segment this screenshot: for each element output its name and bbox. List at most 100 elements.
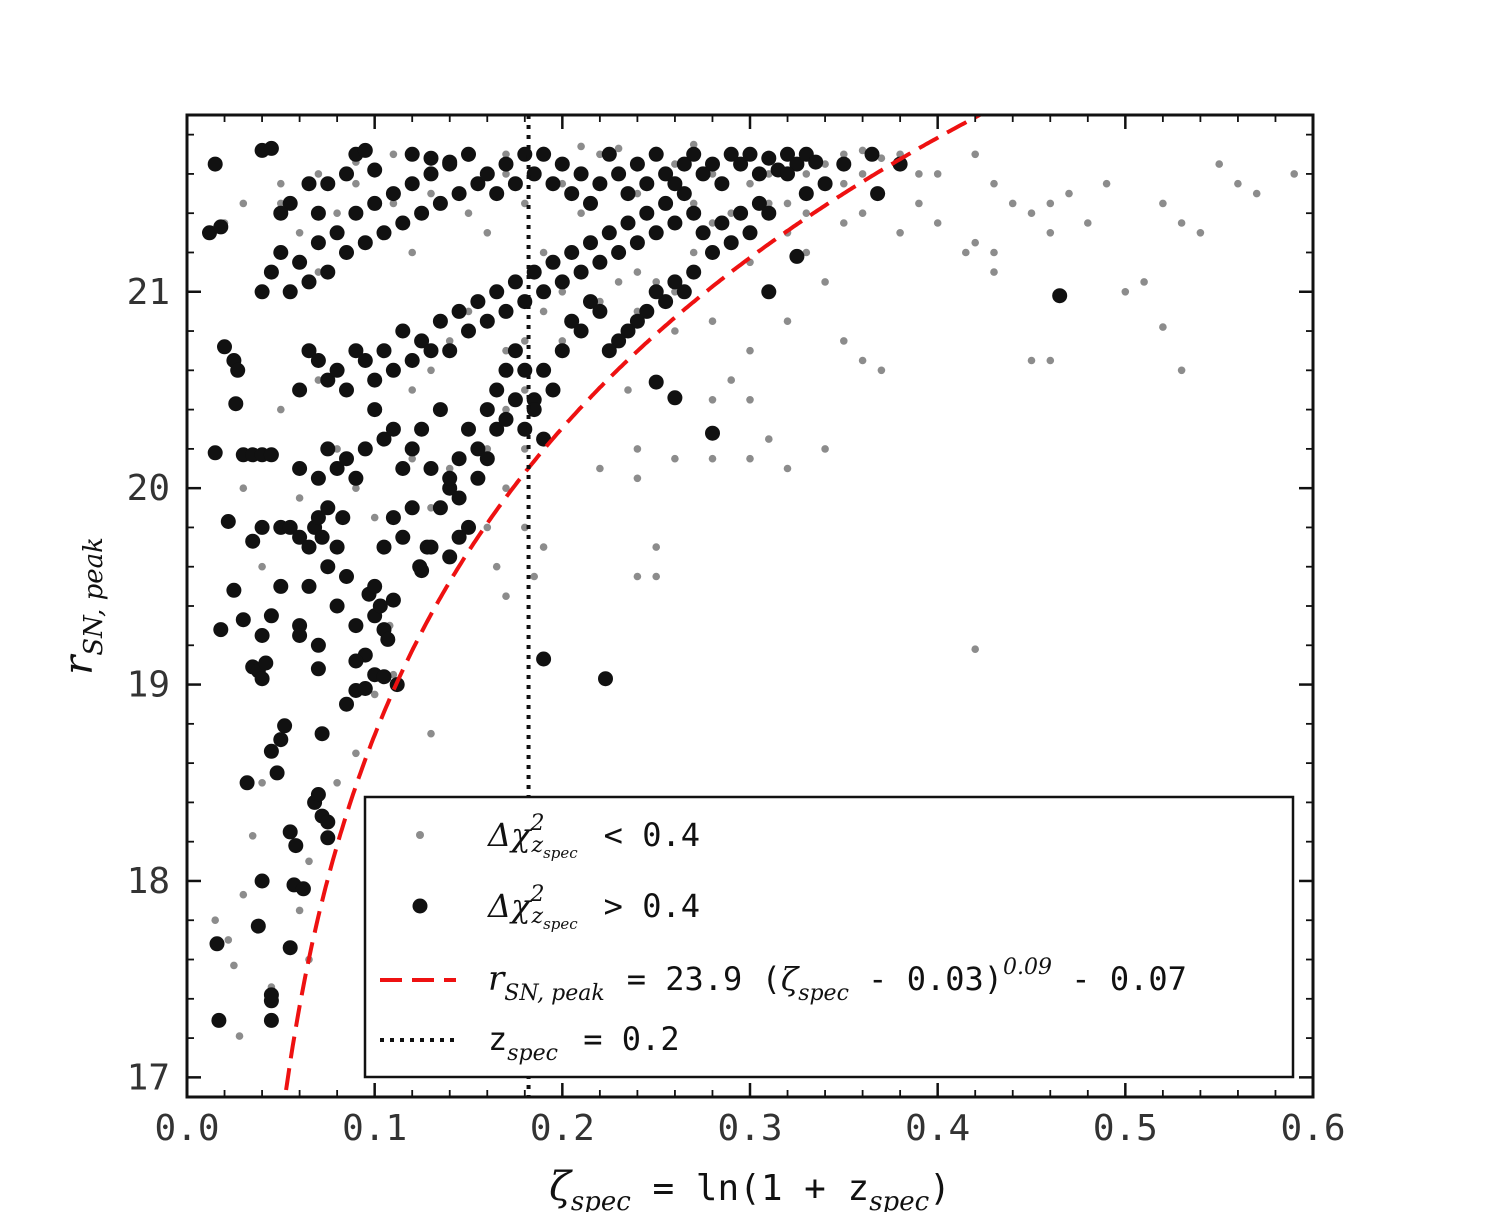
y-tick-label: 17: [127, 1057, 170, 1098]
point-high-193: [629, 156, 645, 172]
point-low-29: [445, 464, 454, 473]
point-high-237: [667, 274, 683, 290]
point-low-148: [821, 445, 829, 453]
point-high-263: [273, 578, 289, 594]
point-high-66: [451, 529, 467, 545]
point-high-266: [310, 637, 326, 653]
point-high-11: [235, 612, 251, 628]
legend-marker-low: [416, 831, 424, 839]
point-high-48: [357, 681, 373, 696]
point-high-23: [263, 743, 279, 759]
point-high-64: [423, 539, 439, 555]
point-high-254: [1052, 288, 1068, 304]
point-low-116: [1046, 229, 1055, 237]
point-low-25: [370, 513, 379, 522]
point-high-16: [245, 533, 261, 549]
point-high-69: [282, 519, 298, 535]
point-high-164: [357, 235, 373, 251]
point-high-121: [395, 323, 411, 339]
point-high-8: [220, 514, 236, 529]
legend-fit-eq3: - 0.07: [1052, 960, 1187, 998]
point-low-96: [427, 366, 435, 375]
point-high-204: [733, 156, 749, 172]
point-high-15: [263, 447, 279, 463]
point-high-260: [598, 671, 613, 687]
fit-curve-line: [283, 115, 984, 1097]
point-low-154: [708, 396, 717, 404]
point-low-171: [689, 140, 698, 149]
point-high-17: [254, 519, 270, 535]
point-low-124: [1196, 229, 1205, 237]
point-high-125: [432, 313, 448, 329]
point-high-71: [301, 539, 317, 555]
point-low-121: [1140, 278, 1148, 286]
point-high-130: [479, 313, 495, 329]
point-high-55: [372, 598, 388, 614]
point-high-273: [395, 529, 411, 545]
point-high-58: [385, 592, 401, 608]
point-high-268: [329, 598, 345, 614]
point-low-176: [502, 150, 510, 159]
point-low-28: [427, 504, 435, 512]
x-axis-label-zeta: ζ: [549, 1164, 573, 1210]
point-high-63: [412, 559, 428, 575]
legend-low-sub: z: [531, 833, 544, 858]
point-low-22: [314, 376, 323, 384]
point-high-127: [451, 303, 467, 319]
point-low-169: [765, 170, 773, 178]
point-high-255: [648, 374, 664, 390]
point-high-136: [536, 284, 552, 300]
point-low-104: [821, 278, 829, 286]
point-high-224: [404, 146, 420, 162]
point-high-212: [808, 154, 824, 170]
point-low-67: [821, 160, 829, 168]
point-low-107: [858, 209, 867, 217]
point-low-60: [689, 199, 698, 208]
point-high-75: [320, 500, 336, 516]
point-low-155: [971, 645, 979, 653]
point-high-24: [269, 765, 285, 781]
point-low-52: [539, 248, 548, 257]
point-high-9: [226, 582, 242, 598]
point-low-40: [314, 268, 323, 276]
point-high-96: [470, 441, 486, 457]
point-low-92: [502, 346, 510, 355]
point-high-231: [733, 205, 749, 221]
point-high-228: [705, 245, 720, 260]
point-high-192: [620, 186, 636, 202]
point-high-186: [564, 186, 580, 202]
point-high-188: [583, 195, 598, 211]
point-high-236: [676, 284, 692, 300]
point-high-6: [228, 396, 244, 412]
point-high-169: [404, 176, 420, 192]
point-high-194: [639, 176, 655, 192]
point-low-146: [746, 454, 754, 463]
point-high-181: [517, 146, 533, 162]
point-low-179: [389, 150, 398, 159]
point-high-113: [320, 372, 336, 388]
point-high-79: [310, 470, 326, 486]
point-high-111: [301, 343, 317, 359]
point-low-23: [333, 445, 341, 453]
point-high-223: [367, 162, 383, 178]
point-high-157: [292, 254, 308, 270]
y-axis-label: rSN, peak: [56, 537, 109, 675]
point-high-201: [705, 156, 720, 172]
point-high-240: [639, 303, 655, 319]
point-high-242: [620, 323, 636, 339]
point-low-83: [558, 288, 567, 296]
point-high-158: [301, 274, 317, 290]
point-high-219: [320, 176, 336, 192]
point-high-180: [507, 176, 523, 192]
legend-cut-eq: = 0.2: [564, 1020, 680, 1058]
x-tick-label: 0.2: [530, 1108, 595, 1149]
point-low-42: [352, 179, 360, 188]
point-low-101: [840, 337, 848, 345]
point-high-205: [742, 146, 758, 162]
point-high-279: [470, 470, 486, 486]
point-high-119: [376, 343, 392, 359]
point-low-11: [305, 857, 313, 866]
point-low-100: [783, 317, 792, 326]
point-high-282: [498, 411, 514, 427]
point-low-138: [990, 179, 998, 188]
